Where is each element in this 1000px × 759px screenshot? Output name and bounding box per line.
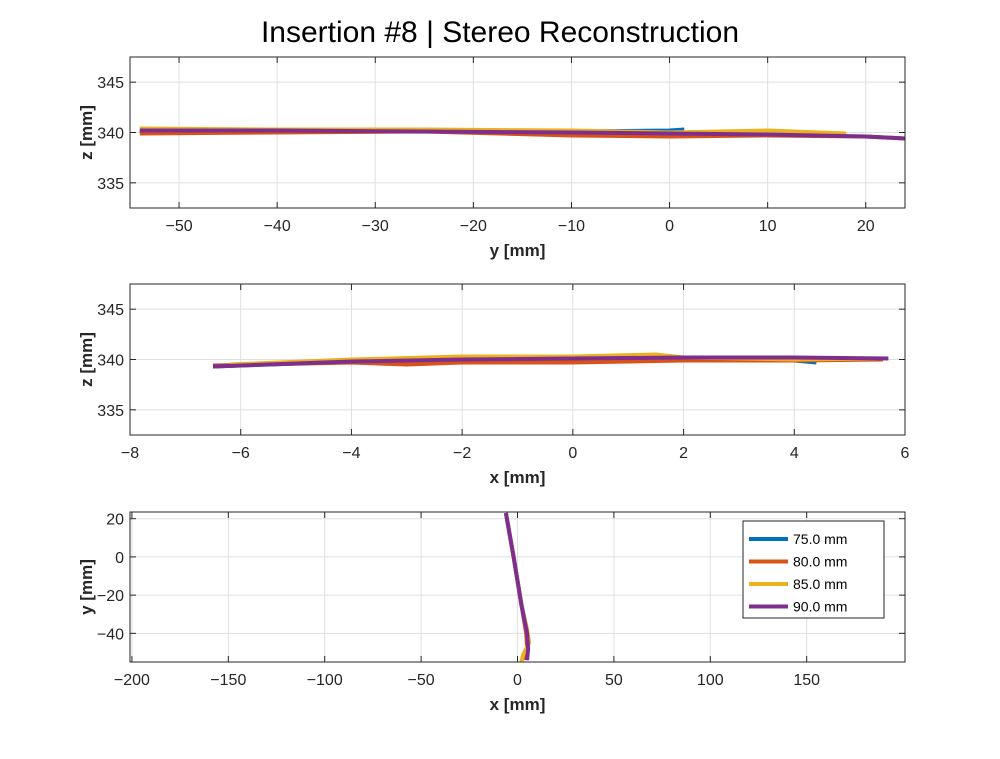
x-tick-label: −10	[558, 218, 585, 235]
x-axis-label: y [mm]	[490, 241, 546, 260]
x-tick-label: 100	[697, 672, 724, 689]
y-tick-label: −40	[97, 626, 124, 643]
x-tick-label: 20	[857, 218, 875, 235]
x-tick-label: 0	[513, 672, 522, 689]
subplot-1: −50 −40 −30 −20 −10 0 10 20 335 340 345 y [mm] z [mm…	[77, 56, 906, 260]
x-tick-label: −2	[453, 445, 471, 462]
y-tick-label: 345	[97, 75, 124, 92]
x-tick-label: 4	[790, 445, 799, 462]
y-tick-label: −20	[97, 588, 124, 605]
legend-entry: 80.0 mm	[793, 554, 847, 570]
legend-entry: 90.0 mm	[793, 599, 847, 615]
y-tick-label: 335	[97, 176, 124, 193]
y-tick-label: 20	[106, 512, 124, 529]
x-tick-label: −150	[210, 672, 246, 689]
data-lines	[139, 126, 905, 141]
x-tick-label: 150	[793, 672, 820, 689]
x-tick-label: −50	[408, 672, 435, 689]
subplot-2: −8 −6 −4 −2 0 2 4 6 335 340 345 x [mm] z [mm]	[77, 283, 910, 487]
x-tick-label: −30	[362, 218, 389, 235]
y-axis-label: z [mm]	[77, 332, 96, 387]
x-tick-label: 2	[679, 445, 688, 462]
x-tick-label: −8	[121, 445, 139, 462]
x-tick-label: −4	[342, 445, 360, 462]
y-tick-label: 0	[115, 550, 124, 567]
x-tick-label: 10	[759, 218, 777, 235]
x-axis-label: x [mm]	[490, 468, 546, 487]
legend-entry: 85.0 mm	[793, 576, 847, 592]
data-lines	[212, 352, 889, 369]
y-axis-label: z [mm]	[77, 105, 96, 160]
x-tick-label: 0	[568, 445, 577, 462]
x-axis-label: x [mm]	[490, 695, 546, 714]
x-tick-label: −200	[114, 672, 150, 689]
x-tick-label: −6	[232, 445, 250, 462]
series-line-90-0-mm	[212, 355, 889, 369]
x-tick-label: −100	[307, 672, 343, 689]
x-tick-label: −20	[460, 218, 487, 235]
series-line-90-0-mm	[139, 128, 905, 141]
x-tick-label: −50	[165, 218, 192, 235]
legend-entry: 75.0 mm	[793, 531, 847, 547]
legend: 75.0 mm 80.0 mm 85.0 mm 90.0 mm	[742, 520, 885, 619]
series-line-90-0-mm	[503, 512, 531, 661]
y-tick-label: 340	[97, 126, 124, 143]
x-tick-label: 0	[665, 218, 674, 235]
data-lines	[503, 512, 532, 662]
x-tick-label: 50	[605, 672, 623, 689]
x-tick-label: 6	[901, 445, 910, 462]
y-tick-label: 335	[97, 403, 124, 420]
figure-title: Insertion #8 | Stereo Reconstruction	[261, 16, 739, 49]
y-tick-label: 345	[97, 302, 124, 319]
y-tick-label: 340	[97, 353, 124, 370]
x-tick-label: −40	[264, 218, 291, 235]
y-axis-label: y [mm]	[77, 559, 96, 615]
